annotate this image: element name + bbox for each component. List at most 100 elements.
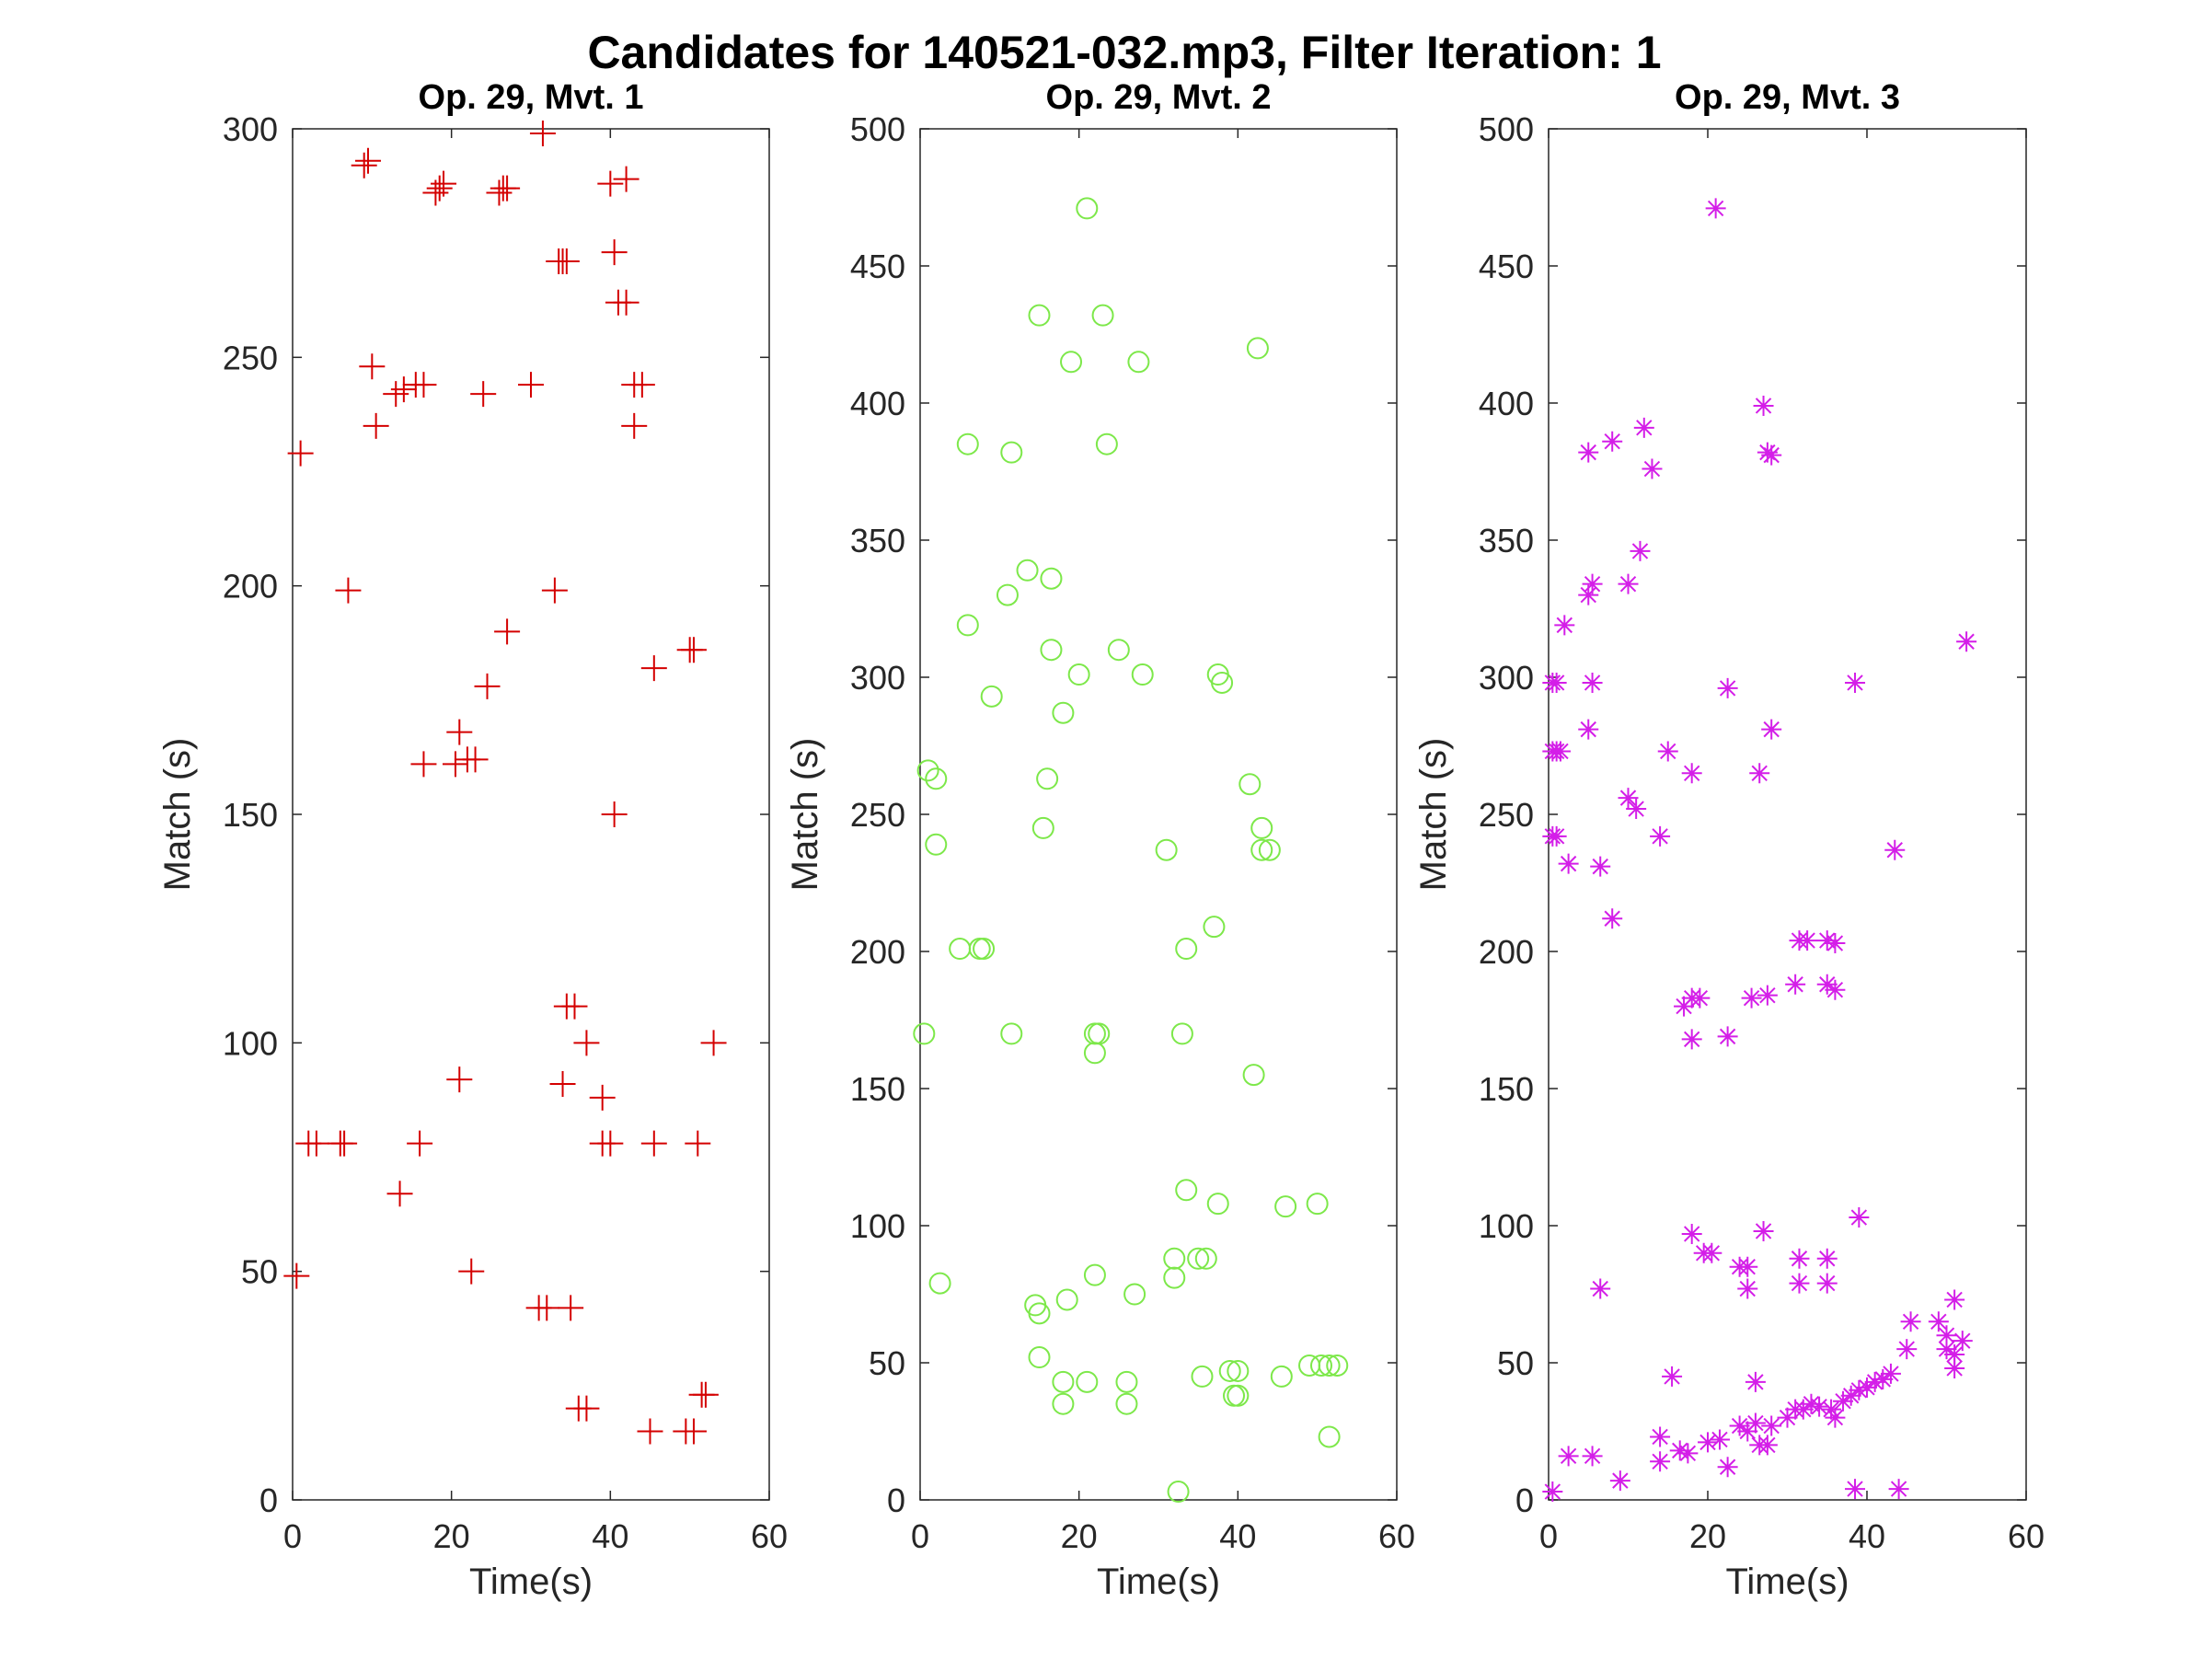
- y-tick-label: 300: [850, 659, 905, 697]
- data-point: [1792, 1399, 1814, 1420]
- data-point: [980, 685, 1003, 708]
- data-point: [1785, 974, 1806, 995]
- data-point: [1558, 1446, 1579, 1467]
- data-point: [1717, 1026, 1738, 1047]
- x-axis-label: Time(s): [1097, 1562, 1220, 1602]
- data-point: [1833, 1390, 1854, 1412]
- data-point: [1657, 741, 1678, 762]
- data-point: [1845, 1479, 1866, 1500]
- x-axis-label: Time(s): [469, 1562, 593, 1602]
- data-point: [1187, 1247, 1210, 1270]
- x-tick-label: 60: [2008, 1517, 2045, 1555]
- data-point: [1741, 987, 1762, 1009]
- data-point: [1900, 1311, 1921, 1332]
- data-point: [407, 1130, 433, 1157]
- plots-layer: Op. 29, Mvt. 10 20 40 60050100150200250300T…: [157, 78, 2045, 1602]
- data-point: [462, 746, 489, 773]
- data-point: [1163, 1266, 1186, 1289]
- data-point: [1797, 930, 1818, 951]
- y-tick-label: 150: [850, 1070, 905, 1108]
- data-point: [949, 938, 972, 961]
- axes-box: [919, 128, 1398, 1501]
- x-tick-label: 0: [1539, 1517, 1558, 1555]
- data-point: [1816, 1273, 1838, 1294]
- data-point: [1036, 767, 1059, 790]
- data-point: [1761, 444, 1782, 466]
- data-point: [1845, 672, 1866, 693]
- data-point: [1669, 1440, 1690, 1461]
- data-point: [1115, 1370, 1138, 1393]
- data-point: [1163, 1247, 1186, 1270]
- data-point: [1753, 395, 1774, 416]
- data-point: [386, 1181, 413, 1207]
- data-point: [1582, 1446, 1603, 1467]
- data-point: [1849, 1379, 1870, 1401]
- data-point: [1550, 741, 1571, 762]
- data-point: [1618, 573, 1639, 594]
- data-point: [1590, 1278, 1611, 1299]
- data-point: [303, 1130, 329, 1157]
- data-point: [1816, 974, 1838, 995]
- data-point: [1091, 304, 1114, 327]
- data-point: [1896, 1339, 1918, 1360]
- data-point: [1250, 838, 1273, 861]
- data-point: [913, 1022, 936, 1045]
- data-point: [458, 1258, 485, 1285]
- y-tick-label: 150: [1479, 1070, 1534, 1108]
- data-point: [534, 1295, 560, 1321]
- y-tick-label: 450: [850, 248, 905, 285]
- data-point: [928, 1272, 951, 1295]
- data-point: [1737, 1256, 1758, 1277]
- x-tick-label: 40: [1219, 1517, 1256, 1555]
- data-point: [1864, 1371, 1885, 1392]
- data-point: [925, 833, 948, 856]
- data-point: [1630, 540, 1651, 561]
- data-point: [621, 412, 648, 439]
- y-tick-label: 0: [259, 1481, 278, 1519]
- data-point: [956, 432, 979, 455]
- data-point: [628, 372, 655, 398]
- data-point: [1052, 701, 1075, 724]
- y-tick-label: 400: [850, 385, 905, 422]
- data-point: [1749, 763, 1770, 784]
- data-point: [640, 655, 667, 682]
- data-point: [1753, 1220, 1774, 1241]
- data-point: [494, 175, 521, 202]
- data-point: [1582, 672, 1603, 693]
- data-point: [1745, 1371, 1766, 1392]
- data-point: [601, 239, 628, 266]
- data-point: [561, 993, 588, 1020]
- data-point: [486, 179, 513, 206]
- y-tick-label: 50: [241, 1253, 278, 1291]
- data-point: [1127, 351, 1150, 374]
- data-point: [1880, 1363, 1901, 1384]
- y-tick-label: 500: [850, 110, 905, 148]
- data-point: [685, 1130, 711, 1157]
- data-point: [351, 152, 377, 179]
- subplot-title: Op. 29, Mvt. 3: [1675, 78, 1900, 117]
- y-tick-label: 300: [1479, 659, 1534, 697]
- data-point: [1825, 1407, 1846, 1428]
- y-tick-label: 250: [223, 339, 278, 376]
- data-point: [1578, 442, 1599, 463]
- data-point: [335, 577, 362, 604]
- data-point: [1060, 351, 1083, 374]
- data-point: [1578, 584, 1599, 605]
- data-point: [925, 767, 948, 790]
- data-point: [1326, 1354, 1349, 1377]
- data-point: [973, 938, 996, 961]
- data-point: [1944, 1289, 1965, 1310]
- data-point: [1650, 825, 1671, 847]
- x-tick-label: 0: [911, 1517, 929, 1555]
- data-point: [1884, 839, 1906, 860]
- data-point: [1626, 799, 1647, 820]
- subplot-title: Op. 29, Mvt. 2: [1046, 78, 1272, 117]
- data-point: [1633, 417, 1654, 438]
- data-point: [1840, 1385, 1861, 1406]
- data-point: [1131, 663, 1154, 686]
- data-point: [1717, 677, 1738, 698]
- data-point: [1095, 432, 1118, 455]
- data-point: [1083, 1263, 1106, 1286]
- data-point: [1040, 639, 1063, 662]
